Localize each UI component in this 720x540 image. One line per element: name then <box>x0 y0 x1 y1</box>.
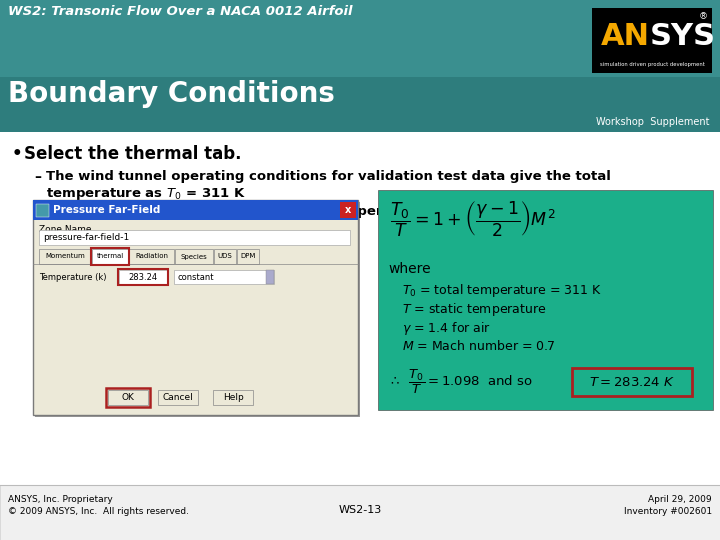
Text: The wind tunnel operating conditions for validation test data give the total: The wind tunnel operating conditions for… <box>46 170 611 183</box>
Bar <box>237 249 259 264</box>
Bar <box>0 0 720 132</box>
Bar <box>266 270 274 284</box>
Text: ANSYS, Inc. Proprietary: ANSYS, Inc. Proprietary <box>8 495 113 504</box>
Bar <box>39 249 91 264</box>
Text: UDS: UDS <box>217 253 233 260</box>
Bar <box>0 77 720 132</box>
Text: WS2-13: WS2-13 <box>338 505 382 515</box>
Text: We can therefore calculate the static temperature to be 283.24 K: We can therefore calculate the static te… <box>46 205 536 218</box>
Text: WS2: Transonic Flow Over a NACA 0012 Airfoil: WS2: Transonic Flow Over a NACA 0012 Air… <box>8 5 353 18</box>
Text: © 2009 ANSYS, Inc.  All rights reserved.: © 2009 ANSYS, Inc. All rights reserved. <box>8 507 189 516</box>
Bar <box>119 270 167 284</box>
FancyBboxPatch shape <box>572 368 692 396</box>
Text: $T$ = static temperature: $T$ = static temperature <box>402 301 546 318</box>
Text: $M$ = Mach number = 0.7: $M$ = Mach number = 0.7 <box>402 339 555 353</box>
Text: Pressure Far-Field: Pressure Far-Field <box>53 205 161 215</box>
Text: Help: Help <box>222 393 243 402</box>
Bar <box>108 390 148 405</box>
Text: where: where <box>388 262 431 276</box>
Text: Select the thermal tab.: Select the thermal tab. <box>24 145 241 163</box>
Bar <box>378 190 713 410</box>
Text: constant: constant <box>177 273 214 281</box>
Bar <box>340 202 356 218</box>
Bar <box>0 485 720 540</box>
Text: $\dfrac{T_0}{T} = 1 + \left(\dfrac{\gamma - 1}{2}\right)M^2$: $\dfrac{T_0}{T} = 1 + \left(\dfrac{\gamm… <box>390 200 556 239</box>
Bar <box>214 249 236 264</box>
Text: April 29, 2009: April 29, 2009 <box>649 495 712 504</box>
Text: Cancel: Cancel <box>163 393 194 402</box>
Bar <box>35 202 360 417</box>
Text: thermal: thermal <box>96 253 124 260</box>
Bar <box>175 249 213 264</box>
Text: $\gamma$ = 1.4 for air: $\gamma$ = 1.4 for air <box>402 320 491 337</box>
Text: Momentum: Momentum <box>45 253 85 260</box>
Bar <box>33 200 358 415</box>
Text: OK: OK <box>122 393 135 402</box>
Text: Temperature (k): Temperature (k) <box>39 273 107 281</box>
Bar <box>33 200 358 220</box>
Text: temperature as $T_0$ = 311 K: temperature as $T_0$ = 311 K <box>46 186 246 202</box>
Bar <box>213 390 253 405</box>
Bar <box>39 230 350 245</box>
Bar <box>92 249 128 264</box>
Bar <box>36 204 49 217</box>
Text: AN: AN <box>601 22 650 51</box>
Text: Inventory #002601: Inventory #002601 <box>624 507 712 516</box>
Bar <box>0 132 720 485</box>
Text: –: – <box>34 205 41 219</box>
Text: –: – <box>34 170 41 184</box>
Text: 283.24: 283.24 <box>128 273 158 281</box>
Text: Species: Species <box>181 253 207 260</box>
Text: $T_0$ = total temperature = 311 K: $T_0$ = total temperature = 311 K <box>402 282 602 299</box>
Text: Zone Name: Zone Name <box>39 225 91 234</box>
Text: ®: ® <box>699 12 708 21</box>
Text: •: • <box>12 145 22 163</box>
Text: Workshop  Supplement: Workshop Supplement <box>596 117 710 127</box>
Bar <box>174 270 274 284</box>
Bar <box>129 249 174 264</box>
Bar <box>592 8 712 73</box>
Text: simulation driven product development: simulation driven product development <box>600 62 704 67</box>
Bar <box>158 390 198 405</box>
Text: SYS: SYS <box>650 22 716 51</box>
Text: x: x <box>345 205 351 215</box>
Text: Boundary Conditions: Boundary Conditions <box>8 80 335 108</box>
Text: pressure-far-field-1: pressure-far-field-1 <box>43 233 130 241</box>
Text: Radiation: Radiation <box>135 253 168 260</box>
Text: $\therefore\;\;\dfrac{T_0}{T} = 1.098$  and so: $\therefore\;\;\dfrac{T_0}{T} = 1.098$ a… <box>388 368 534 396</box>
Text: DPM: DPM <box>240 253 256 260</box>
Text: $T = 283.24$ K: $T = 283.24$ K <box>589 375 675 388</box>
